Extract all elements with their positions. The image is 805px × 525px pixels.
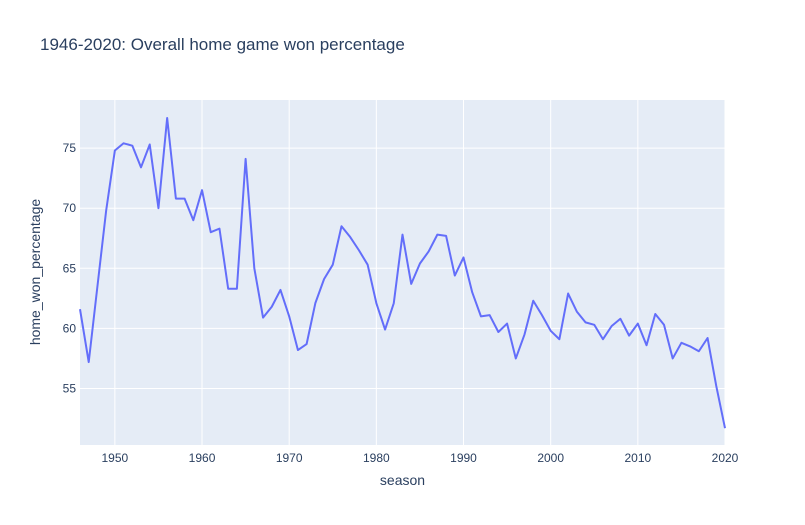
x-tick-label: 1980 [363, 451, 390, 465]
x-tick-label: 2010 [624, 451, 651, 465]
y-tick-label: 70 [63, 201, 77, 215]
x-tick-label: 1970 [276, 451, 303, 465]
data-line [79, 117, 726, 429]
x-tick-label: 1950 [102, 451, 129, 465]
y-tick-label: 75 [63, 141, 77, 155]
y-tick-label: 60 [63, 321, 77, 335]
x-axis-title: season [380, 472, 425, 488]
x-tick-label: 1990 [450, 451, 477, 465]
y-axis-title: home_won_percentage [27, 199, 43, 346]
x-tick-label: 2000 [537, 451, 564, 465]
x-tick-label: 1960 [189, 451, 216, 465]
plot-area [80, 100, 725, 445]
x-tick-labels: 1950 1960 1970 1980 1990 2000 2010 2020 [102, 451, 739, 465]
chart-title: 1946-2020: Overall home game won percent… [40, 35, 405, 54]
y-tick-label: 55 [63, 382, 77, 396]
y-tick-label: 65 [63, 261, 77, 275]
x-tick-label: 2020 [712, 451, 739, 465]
x-gridlines [114, 100, 726, 445]
y-tick-labels: 55 60 65 70 75 [63, 141, 77, 395]
